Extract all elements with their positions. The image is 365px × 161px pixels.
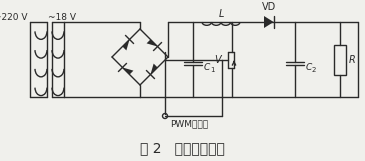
- Text: V: V: [215, 55, 221, 65]
- Text: 2: 2: [312, 67, 316, 73]
- Bar: [334, 44, 346, 75]
- Polygon shape: [150, 64, 158, 75]
- Text: ~18 V: ~18 V: [48, 13, 76, 22]
- Text: PWM波控制: PWM波控制: [170, 119, 208, 128]
- Polygon shape: [123, 67, 134, 75]
- Text: ~220 V: ~220 V: [0, 13, 28, 22]
- Text: 图 2   升压斩波电路: 图 2 升压斩波电路: [139, 141, 224, 155]
- Text: L: L: [218, 9, 224, 19]
- Polygon shape: [123, 39, 130, 50]
- Text: C: C: [204, 62, 210, 71]
- Polygon shape: [147, 39, 158, 47]
- Polygon shape: [264, 16, 274, 28]
- Text: C: C: [306, 62, 312, 71]
- Text: R: R: [349, 55, 356, 65]
- Text: 1: 1: [210, 67, 215, 73]
- Text: VD: VD: [262, 2, 276, 12]
